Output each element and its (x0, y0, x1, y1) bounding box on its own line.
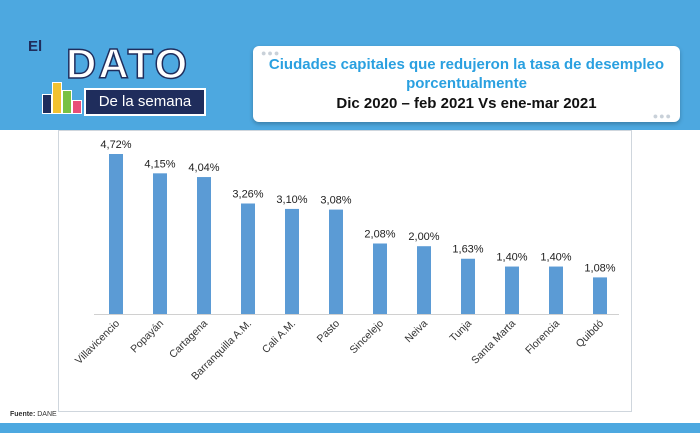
title-card: ●●● ●●● Ciudades capitales que redujeron… (253, 46, 680, 122)
chart-card: 4,72% Villavicencio 4,15% Popayán 4,04% Carta… (58, 130, 632, 412)
category-label: Villavicencio (73, 318, 122, 367)
category-label: Tunja (447, 318, 474, 345)
data-label: 2,00% (408, 231, 439, 243)
data-label: 3,26% (232, 188, 263, 200)
category-label: Neiva (403, 318, 431, 346)
bar-pasto (329, 209, 343, 314)
source-value: DANE (37, 411, 57, 418)
category-label: Florencia (523, 318, 562, 357)
bar-quibd- (593, 277, 607, 314)
dots-icon: ●●● (652, 111, 672, 121)
category-label: Santa Marta (469, 318, 518, 367)
data-label: 4,72% (100, 139, 131, 151)
bar-cartagena (197, 177, 211, 314)
data-label: 4,15% (144, 158, 175, 170)
el-dato-logo: El DATO De la semana (28, 30, 218, 120)
data-label: 3,08% (320, 195, 351, 207)
data-label: 2,08% (364, 228, 395, 240)
chart-title: Ciudades capitales que redujeron la tasa… (268, 56, 665, 92)
logo-el-text: El (28, 38, 43, 55)
dots-icon: ●●● (261, 48, 281, 58)
source-label: Fuente: (10, 411, 36, 418)
data-label: 1,40% (540, 252, 571, 264)
category-label: Sincelejo (347, 318, 386, 357)
data-label: 4,04% (188, 162, 219, 174)
category-label: Quibdó (574, 318, 607, 351)
bar-santa-marta (505, 266, 519, 314)
bar-sincelejo (373, 243, 387, 314)
bar-neiva (417, 246, 431, 314)
bar-tunja (461, 258, 475, 314)
category-label: Cali A.M. (260, 318, 298, 356)
bar-barranquilla-a-m- (241, 203, 255, 314)
chart-period: Dic 2020 – feb 2021 Vs ene-mar 2021 (336, 95, 597, 112)
category-label: Cartagena (167, 318, 210, 361)
data-label: 1,63% (452, 244, 483, 256)
logo-subtitle: De la semana (84, 88, 206, 116)
data-label: 1,08% (584, 262, 615, 274)
logo-dato-text: DATO (65, 40, 190, 87)
data-label: 1,40% (496, 252, 527, 264)
bar-florencia (549, 266, 563, 314)
bar-popay-n (153, 173, 167, 314)
bar-cali-a-m- (285, 208, 299, 314)
category-label: Pasto (315, 318, 343, 346)
category-label: Popayán (128, 318, 166, 356)
data-label: 3,10% (276, 194, 307, 206)
bar-villavicencio (109, 154, 123, 314)
footer-band (0, 423, 700, 433)
source-note: Fuente: DANE (10, 411, 57, 418)
logo-bars-icon (42, 70, 82, 114)
bar-chart: 4,72% Villavicencio 4,15% Popayán 4,04% Carta… (73, 139, 619, 383)
